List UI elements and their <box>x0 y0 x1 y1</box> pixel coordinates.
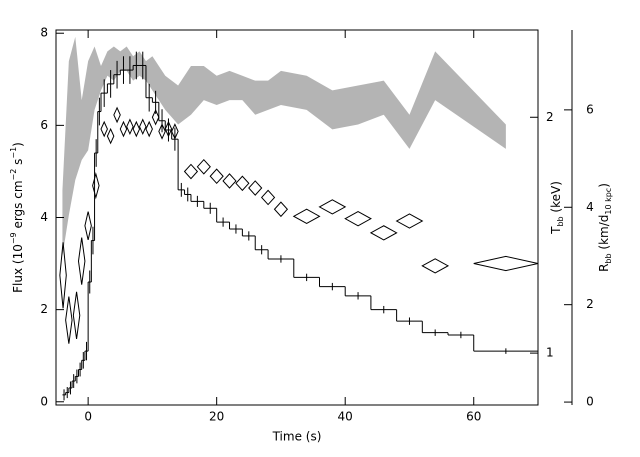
diamond <box>209 168 224 185</box>
label-part: ergs cm <box>11 180 25 232</box>
diamond <box>138 118 147 135</box>
x-tick-label: 40 <box>338 410 353 424</box>
label-part: −9 <box>9 232 18 244</box>
label-part: Flux (10 <box>11 244 25 293</box>
diamond <box>235 175 250 192</box>
label-part: T <box>549 226 563 235</box>
diamond <box>158 123 166 140</box>
label-part: −2 <box>9 169 18 181</box>
diamond <box>248 180 263 196</box>
diamond <box>119 120 128 138</box>
diamond <box>421 258 450 274</box>
diamond <box>318 199 347 215</box>
x-tick-label: 0 <box>84 410 92 424</box>
diamond <box>222 173 237 189</box>
diamond <box>196 158 211 175</box>
label-part: (keV) <box>549 181 563 216</box>
y-axis-label: Flux (10−9 ergs cm−2 s−1) <box>9 142 25 293</box>
diamond <box>72 291 81 340</box>
radius-band <box>62 36 506 256</box>
diamond <box>59 242 67 309</box>
diamond <box>132 120 141 138</box>
diamond <box>344 211 372 227</box>
x-tick-label: 60 <box>466 410 481 424</box>
diamond <box>65 296 73 344</box>
diamond <box>171 123 179 140</box>
label-part: ) <box>597 183 611 188</box>
diamond <box>395 213 424 229</box>
diamond <box>145 120 153 138</box>
y2-axis-label: Tbb (keV) <box>549 181 566 235</box>
diamond <box>273 201 289 218</box>
label-part: ) <box>11 142 25 147</box>
diamond <box>260 189 276 206</box>
diamond <box>113 106 121 124</box>
label-part: s <box>11 159 25 169</box>
y-tick-label: 8 <box>40 26 48 40</box>
diamond <box>77 237 86 285</box>
x-tick-label: 20 <box>209 410 224 424</box>
label-part: 10 kpc <box>604 188 613 215</box>
label-part: −1 <box>9 147 18 159</box>
diamond <box>183 163 199 180</box>
y3-tick-label: 6 <box>586 102 594 116</box>
diamond <box>151 108 160 126</box>
diamond <box>84 211 92 241</box>
y3-tick-label: 0 <box>586 395 594 409</box>
y-tick-label: 2 <box>40 302 48 316</box>
y-tick-label: 4 <box>40 210 48 224</box>
diamond <box>292 208 321 224</box>
y2-tick-label: 1 <box>546 346 554 360</box>
diamond <box>100 120 108 138</box>
x-axis-label: Time (s) <box>272 430 322 444</box>
diamond <box>92 171 100 200</box>
y3-tick-label: 2 <box>586 297 594 311</box>
diamond <box>126 118 134 135</box>
label-part: R <box>597 264 611 272</box>
y3-tick-label: 4 <box>586 200 594 214</box>
label-part: bb <box>556 216 565 226</box>
diamond <box>369 225 398 241</box>
y-tick-label: 0 <box>40 394 48 408</box>
diamond <box>473 255 539 272</box>
label-part: bb <box>604 253 613 263</box>
label-part: (km/d <box>597 215 611 254</box>
y3-axis-label: Rbb (km/d10 kpc) <box>597 183 614 272</box>
diamond <box>106 127 115 145</box>
y-tick-label: 6 <box>40 118 48 132</box>
y2-tick-label: 2 <box>546 110 554 124</box>
diamond <box>164 120 173 138</box>
